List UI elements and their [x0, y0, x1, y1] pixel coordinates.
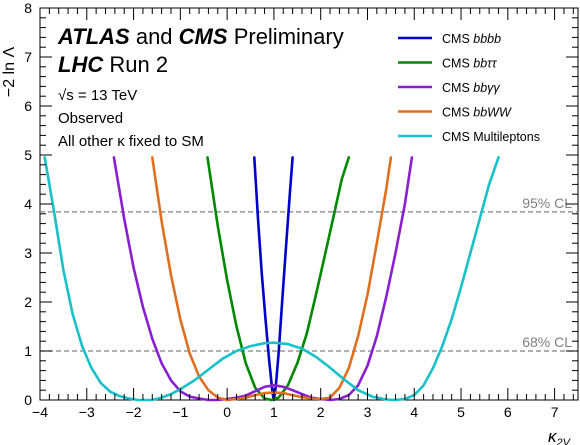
x-tick-label: 0 [223, 404, 231, 420]
series-line-multileptons [43, 156, 500, 402]
y-tick-label: 7 [24, 49, 32, 65]
y-tick-label: 2 [24, 294, 32, 310]
x-tick-label: −1 [172, 404, 188, 420]
reference-label-1: 68% CL [522, 334, 572, 350]
svg-text:LHC Run 2: LHC Run 2 [58, 52, 168, 77]
run-label: Run 2 [109, 52, 168, 77]
x-tick-label: 6 [504, 404, 512, 420]
series-line-bb- [206, 156, 351, 402]
y-axis-title: −2 ln Λ [1, 47, 18, 98]
x-axis-title: κ2V [548, 427, 572, 445]
legend-entry: CMS Multileptons [442, 130, 540, 144]
x-tick-label: 1 [270, 404, 278, 420]
x-tick-label: −2 [126, 404, 142, 420]
lhc-label: LHC [58, 52, 104, 77]
cms-label: CMS [179, 24, 228, 49]
legend-entry: CMS bbττ [442, 57, 498, 71]
legend-entry: CMS bbγγ [442, 81, 500, 95]
x-tick-label: −3 [79, 404, 95, 420]
series-line-bbbb-1 [272, 156, 294, 402]
y-tick-label: 3 [24, 245, 32, 261]
x-tick-label: 7 [551, 404, 559, 420]
x-tick-label: 5 [457, 404, 465, 420]
x-tick-label: −4 [32, 404, 48, 420]
y-tick-label: 1 [24, 343, 32, 359]
legend-entry: CMS bbWW [442, 106, 512, 120]
series-line-bb- [112, 156, 414, 402]
x-tick-label: 2 [317, 404, 325, 420]
fixed-kappa-label: All other κ fixed to SM [58, 133, 204, 150]
atlas-label: ATLAS [57, 24, 130, 49]
sqrt-s-label: √s [58, 87, 74, 104]
series-line-bbbb-0 [253, 156, 276, 402]
observed-label: Observed [58, 110, 123, 127]
preliminary-label: Preliminary [234, 24, 344, 49]
x-tick-label: 3 [364, 404, 372, 420]
reference-label-0: 95% CL [522, 195, 572, 211]
svg-text:ATLAS and CMS Prel: ATLAS and CMS Preliminary [57, 24, 344, 49]
series-line-bbww [151, 156, 393, 402]
legend: CMS bbbb CMS bbττ CMS bbγγ CMS bbWW CMS Mult… [398, 32, 540, 144]
y-tick-label: 4 [24, 196, 32, 212]
y-tick-label: 5 [24, 147, 32, 163]
svg-text:√s = 13 TeV: √s = 13 TeV [58, 87, 137, 104]
and-label: and [136, 24, 173, 49]
energy-label: = 13 TeV [78, 87, 137, 104]
legend-entry: CMS bbbb [442, 32, 501, 46]
x-tick-label: 4 [410, 404, 418, 420]
y-tick-label: 6 [24, 98, 32, 114]
y-tick-label: 0 [24, 392, 32, 408]
y-tick-label: 8 [24, 0, 32, 16]
